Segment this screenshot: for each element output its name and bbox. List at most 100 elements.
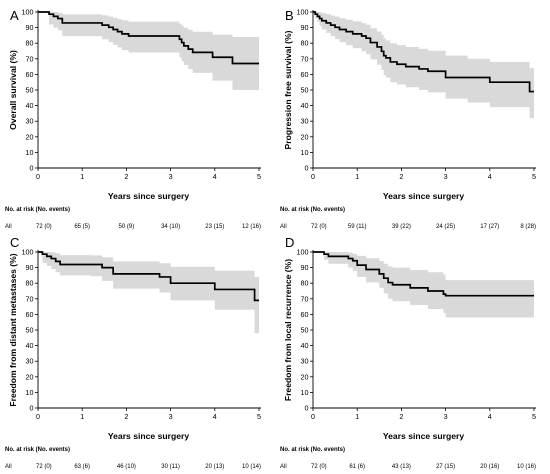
risk-cell: 34 (10) — [161, 224, 180, 230]
panel-c: C 0 10 20 30 40 50 60 70 80 90 100 0 1 2 3 4 5 Freedom fro… — [5, 235, 261, 470]
risk-table: No. at risk (No. events) All 72 (0) 61 (6) 4… — [280, 447, 536, 470]
confidence-band — [38, 12, 259, 90]
y-tick-label: 70 — [26, 54, 34, 63]
y-tick-label: 100 — [297, 248, 309, 257]
risk-cell: 61 (6) — [349, 464, 365, 470]
y-tick-label: 20 — [26, 372, 34, 381]
x-tick-label: 5 — [532, 172, 536, 181]
risk-table-title: No. at risk (No. events) — [280, 447, 345, 453]
y-axis-label: Overall survival (%) — [8, 50, 18, 130]
risk-table-title: No. at risk (No. events) — [5, 447, 70, 453]
x-axis-label: Years since surgery — [108, 431, 189, 441]
risk-table: No. at risk (No. events) All 72 (0) 59 (11)… — [280, 207, 536, 230]
risk-row-label: All — [280, 224, 287, 230]
y-axis-label: Freedom from distant metastases (%) — [8, 253, 18, 406]
x-tick-label: 2 — [124, 172, 128, 181]
risk-row-label: All — [280, 464, 287, 470]
x-tick-label: 3 — [444, 172, 448, 181]
y-tick-label: 0 — [305, 164, 309, 173]
risk-cell: 23 (15) — [205, 224, 224, 230]
y-tick-label: 80 — [26, 39, 34, 48]
x-tick-label: 1 — [355, 172, 359, 181]
x-tick-label: 2 — [399, 412, 403, 421]
risk-row-label: All — [5, 224, 12, 230]
risk-cell: 59 (11) — [348, 224, 367, 230]
x-tick-label: 1 — [355, 412, 359, 421]
y-tick-label: 50 — [301, 86, 309, 95]
y-tick-label: 60 — [301, 310, 309, 319]
y-tick-label: 80 — [301, 279, 309, 288]
survival-curve — [38, 11, 259, 65]
risk-cell: 63 (6) — [74, 464, 90, 470]
risk-cell: 65 (5) — [74, 224, 90, 230]
risk-cell: 46 (10) — [117, 464, 136, 470]
panel-letter: D — [285, 235, 294, 250]
x-tick-label: 5 — [532, 412, 536, 421]
risk-cell: 20 (13) — [205, 464, 224, 470]
panel-letter: C — [10, 235, 19, 250]
y-tick-label: 70 — [26, 294, 34, 303]
y-tick-label: 20 — [26, 132, 34, 141]
x-tick-label: 0 — [311, 172, 315, 181]
y-tick-label: 60 — [301, 70, 309, 79]
y-tick-label: 90 — [301, 23, 309, 32]
x-tick-label: 1 — [80, 172, 84, 181]
y-tick-label: 10 — [26, 388, 34, 397]
y-tick-label: 30 — [26, 357, 34, 366]
confidence-band — [313, 12, 534, 119]
risk-cell: 10 (14) — [242, 464, 261, 470]
x-tick-label: 5 — [257, 412, 261, 421]
y-tick-label: 90 — [26, 263, 34, 272]
x-tick-label: 2 — [124, 412, 128, 421]
risk-cell: 43 (13) — [392, 464, 411, 470]
x-tick-label: 4 — [213, 172, 217, 181]
risk-cell: 72 (0) — [311, 224, 327, 230]
y-tick-label: 40 — [301, 101, 309, 110]
y-tick-label: 0 — [30, 164, 34, 173]
risk-table-title: No. at risk (No. events) — [5, 207, 70, 213]
risk-cell: 8 (28) — [520, 224, 536, 230]
y-tick-label: 40 — [26, 101, 34, 110]
y-tick-label: 0 — [30, 404, 34, 413]
y-tick-label: 30 — [301, 357, 309, 366]
x-axis-label: Years since surgery — [108, 191, 189, 201]
y-axis-label: Progression free survival (%) — [283, 30, 293, 149]
confidence-band — [38, 252, 259, 334]
x-tick-label: 3 — [169, 172, 173, 181]
y-tick-label: 20 — [301, 132, 309, 141]
survival-curve — [313, 251, 534, 297]
y-axis-label: Freedom from local recurrence (%) — [283, 259, 293, 401]
y-tick-label: 90 — [301, 263, 309, 272]
risk-cell: 24 (25) — [436, 224, 455, 230]
panel-d: D 0 10 20 30 40 50 60 70 80 90 100 0 1 2 3 4 5 Freedom fro… — [280, 235, 536, 470]
x-tick-label: 0 — [36, 172, 40, 181]
y-tick-label: 70 — [301, 294, 309, 303]
y-tick-label: 50 — [301, 326, 309, 335]
risk-cell: 12 (16) — [242, 224, 261, 230]
x-tick-label: 4 — [213, 412, 217, 421]
x-axis-label: Years since surgery — [383, 431, 464, 441]
x-tick-label: 4 — [488, 412, 492, 421]
y-tick-label: 30 — [26, 117, 34, 126]
y-tick-label: 90 — [26, 23, 34, 32]
y-tick-label: 0 — [305, 404, 309, 413]
risk-cell: 17 (27) — [480, 224, 499, 230]
y-tick-label: 100 — [22, 8, 34, 17]
y-tick-label: 70 — [301, 54, 309, 63]
risk-table-title: No. at risk (No. events) — [280, 207, 345, 213]
y-tick-label: 80 — [301, 39, 309, 48]
risk-table: No. at risk (No. events) All 72 (0) 65 (5) 5… — [5, 207, 261, 230]
y-tick-label: 100 — [297, 8, 309, 17]
x-tick-label: 0 — [311, 412, 315, 421]
y-tick-label: 10 — [26, 148, 34, 157]
panel-letter: B — [285, 8, 294, 23]
risk-cell: 50 (9) — [119, 224, 135, 230]
risk-cell: 72 (0) — [311, 464, 327, 470]
x-tick-label: 3 — [169, 412, 173, 421]
x-tick-label: 0 — [36, 412, 40, 421]
x-tick-label: 3 — [444, 412, 448, 421]
risk-cell: 27 (15) — [436, 464, 455, 470]
x-tick-label: 2 — [399, 172, 403, 181]
y-tick-label: 40 — [301, 341, 309, 350]
y-tick-label: 100 — [22, 248, 34, 257]
